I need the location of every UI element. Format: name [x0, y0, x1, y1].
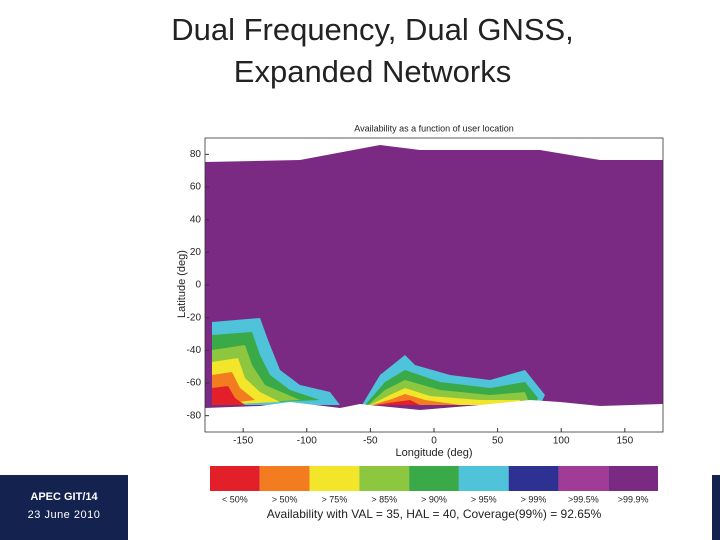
legend-swatch — [508, 466, 559, 491]
y-tick-label: -20 — [187, 312, 202, 323]
footer-bar — [712, 475, 720, 540]
legend-swatch — [409, 466, 459, 491]
x-tick-label: 100 — [553, 436, 570, 447]
footer-date: 23 June 2010 — [27, 509, 101, 521]
legend-label: > 85% — [371, 494, 397, 504]
legend-label: > 50% — [272, 494, 298, 504]
no-data-region — [205, 138, 663, 162]
legend-label: >99.5% — [568, 494, 599, 504]
legend-label: >99.9% — [618, 494, 649, 504]
contour — [212, 386, 245, 405]
footer-text: APEC GIT/14 — [30, 491, 98, 503]
legend-label: > 90% — [421, 494, 447, 504]
legend-swatch — [558, 466, 609, 491]
legend-swatch — [458, 466, 509, 491]
x-tick-label: 150 — [616, 436, 633, 447]
x-tick-label: -100 — [297, 436, 317, 447]
y-tick-label: 0 — [195, 280, 201, 291]
no-data-region — [205, 400, 663, 432]
legend-swatch — [259, 466, 310, 491]
legend-swatch — [608, 466, 658, 491]
y-tick-label: 40 — [190, 214, 202, 225]
y-tick-label: -60 — [187, 378, 202, 389]
y-tick-label: 80 — [190, 149, 202, 160]
legend-swatch — [309, 466, 360, 491]
slide-title: Dual Frequency, Dual GNSS, — [171, 12, 574, 47]
caption: Availability with VAL = 35, HAL = 40, Co… — [267, 507, 602, 521]
x-tick-label: -50 — [363, 436, 378, 447]
legend-swatch — [210, 466, 260, 491]
y-tick-label: -40 — [187, 345, 202, 356]
y-tick-label: 20 — [190, 247, 202, 258]
slide-title: Expanded Networks — [233, 54, 512, 89]
x-tick-label: 50 — [492, 436, 504, 447]
map-plot — [204, 137, 664, 433]
footer: APEC GIT/14 23 June 2010 — [0, 475, 128, 540]
y-axis-label: Latitude (deg) — [176, 250, 188, 318]
legend-label: > 99% — [521, 494, 547, 504]
contour — [375, 400, 420, 405]
x-tick-label: -150 — [233, 436, 253, 447]
y-tick-label: -80 — [187, 410, 202, 421]
chart-title: Availability as a function of user locat… — [354, 123, 513, 133]
legend-swatch — [359, 466, 410, 491]
legend-label: < 50% — [222, 494, 248, 504]
y-tick-label: 60 — [190, 182, 202, 193]
legend-label: > 75% — [322, 494, 348, 504]
legend-label: > 95% — [471, 494, 497, 504]
x-axis-label: Longitude (deg) — [395, 447, 472, 459]
x-tick-label: 0 — [431, 436, 437, 447]
